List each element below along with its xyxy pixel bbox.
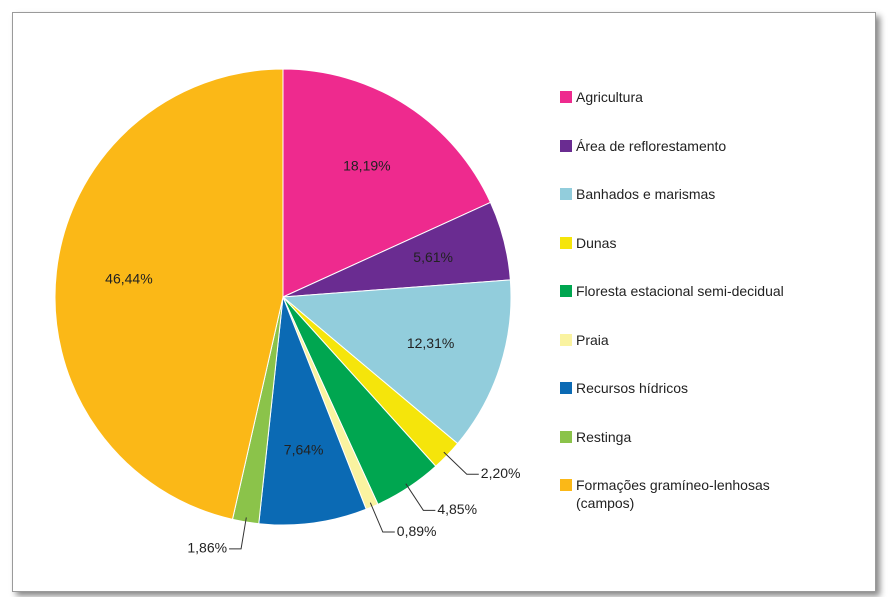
- pie-slice: [54, 68, 284, 520]
- legend-swatch: [560, 479, 572, 491]
- data-label: 0,89%: [397, 523, 437, 539]
- legend-label: Praia: [576, 331, 609, 348]
- legend-label: Restinga: [576, 428, 632, 445]
- leader-line: [369, 502, 395, 533]
- data-label: 5,61%: [413, 249, 453, 265]
- legend-label: Dunas: [576, 234, 617, 251]
- data-label: 18,19%: [343, 157, 390, 173]
- legend-item: Dunas: [560, 234, 790, 252]
- legend-item: Banhados e marismas: [560, 185, 790, 203]
- data-label: 1,86%: [187, 540, 227, 556]
- legend-item: Agricultura: [560, 88, 790, 106]
- legend-label: Recursos hídricos: [576, 380, 689, 396]
- leader-line: [229, 517, 247, 550]
- legend-item: Praia: [560, 331, 790, 349]
- leader-line: [443, 451, 479, 475]
- data-label: 12,31%: [407, 335, 454, 351]
- legend-label: Formações gramíneo-lenhosas (campos): [576, 477, 770, 511]
- legend-label: Área de reflorestamento: [576, 137, 727, 154]
- legend-item: Floresta estacional semi-decidual: [560, 282, 790, 300]
- legend-swatch: [560, 188, 572, 200]
- legend-item: Área de reflorestamento: [560, 137, 790, 155]
- legend-swatch: [560, 91, 572, 103]
- data-label: 7,64%: [284, 441, 324, 457]
- legend-item: Restinga: [560, 428, 790, 446]
- data-label: 46,44%: [105, 270, 152, 286]
- legend-label: Banhados e marismas: [576, 186, 716, 202]
- data-label: 4,85%: [437, 501, 477, 517]
- legend-label: Agricultura: [576, 89, 643, 105]
- pie-slice: [281, 279, 512, 445]
- legend-item: Formações gramíneo-lenhosas (campos): [560, 476, 790, 512]
- leader-line: [405, 483, 436, 511]
- pie-slice: [282, 68, 492, 298]
- legend-label: Floresta estacional semi-decidual: [576, 283, 784, 299]
- legend-swatch: [560, 382, 572, 394]
- legend-swatch: [560, 333, 572, 346]
- data-label: 2,20%: [481, 465, 521, 481]
- legend-item: Recursos hídricos: [560, 379, 790, 397]
- legend-swatch: [560, 430, 572, 443]
- legend-swatch: [560, 285, 572, 297]
- legend-swatch: [560, 139, 572, 152]
- legend-swatch: [560, 236, 572, 249]
- pie-slice: [258, 296, 367, 526]
